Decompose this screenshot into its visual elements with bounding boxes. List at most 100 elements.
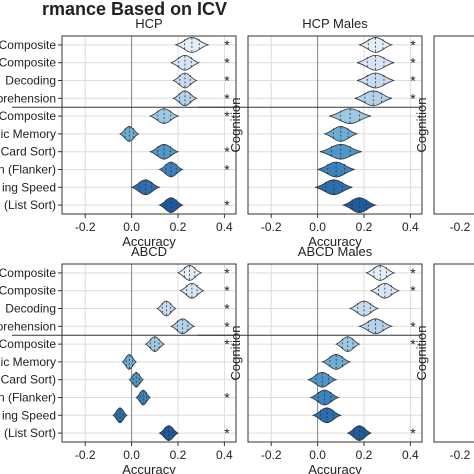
violin-10 bbox=[158, 197, 184, 213]
x-tick-label: 0.2 bbox=[170, 220, 187, 234]
x-tick-label: -0.2 bbox=[261, 448, 282, 462]
significance-star: * bbox=[224, 37, 230, 53]
significance-star: * bbox=[224, 318, 230, 334]
cropped-y-axis-label: Cognition bbox=[414, 326, 429, 381]
row-label: ing Speed bbox=[2, 180, 56, 194]
x-tick-label: -0.2 bbox=[75, 220, 96, 234]
y-axis-label: Cognition bbox=[228, 326, 243, 381]
significance-star: * bbox=[410, 318, 416, 334]
violin-5 bbox=[148, 108, 180, 124]
violin-4 bbox=[169, 318, 196, 335]
significance-star: * bbox=[410, 336, 416, 352]
violin-5 bbox=[144, 336, 165, 352]
panel-title: HCP Males bbox=[302, 16, 368, 31]
row-label: n (Flanker) bbox=[0, 163, 56, 177]
row-label: (List Sort) bbox=[4, 198, 56, 212]
row-label: ic Memory bbox=[1, 127, 56, 141]
x-tick-label: 0.4 bbox=[216, 220, 233, 234]
significance-star: * bbox=[410, 283, 416, 299]
panel-4: ABCD Males*****-0.2 0.0 0.2 0.4AccuracyCogn… bbox=[198, 244, 423, 474]
row-label: orehension bbox=[0, 319, 56, 333]
panel-2: HCP Males****-0.2 0.0 0.2 0.4AccuracyCognit… bbox=[198, 16, 423, 249]
cropped-x-tick-label: -0.2 bbox=[450, 448, 471, 462]
panel-1: HCP********-0.2 0.0 0.2 0.4AccuracyComposit… bbox=[0, 16, 237, 249]
violin-3 bbox=[348, 300, 380, 317]
violin-1 bbox=[357, 37, 394, 53]
significance-star: * bbox=[410, 37, 416, 53]
significance-star: * bbox=[224, 108, 230, 124]
x-axis-label: Accuracy bbox=[122, 462, 176, 474]
violin-1 bbox=[365, 265, 396, 281]
x-tick-label: 0.0 bbox=[309, 220, 326, 234]
violin-10 bbox=[158, 425, 179, 441]
significance-star: * bbox=[410, 73, 416, 89]
violin-8 bbox=[317, 161, 355, 178]
violin-8 bbox=[158, 161, 184, 178]
panel-title: ABCD bbox=[131, 244, 167, 259]
significance-star: * bbox=[224, 144, 230, 160]
x-tick-label: -0.2 bbox=[75, 448, 96, 462]
x-tick-label: 0.4 bbox=[216, 448, 233, 462]
violin-9 bbox=[130, 179, 161, 196]
violin-6 bbox=[320, 354, 352, 370]
cropped-panel-frame bbox=[433, 263, 474, 443]
violin-7 bbox=[319, 143, 362, 160]
significance-star: * bbox=[224, 90, 230, 106]
violin-4 bbox=[357, 318, 394, 335]
row-label: ing Speed bbox=[2, 408, 56, 422]
panel-3: ABCD*******-0.2 0.0 0.2 0.4AccuracyComposit… bbox=[0, 244, 237, 474]
cropped-x-tick-label: -0.2 bbox=[450, 220, 471, 234]
violin-4 bbox=[172, 90, 198, 107]
significance-star: * bbox=[224, 265, 230, 281]
row-label: Decoding bbox=[5, 74, 56, 88]
violin-3 bbox=[156, 300, 177, 317]
row-label: n (Flanker) bbox=[0, 391, 56, 405]
violin-3 bbox=[356, 72, 395, 89]
violin-2 bbox=[369, 282, 401, 299]
violin-2 bbox=[179, 282, 205, 299]
panel-title: HCP bbox=[135, 16, 162, 31]
x-tick-label: 0.2 bbox=[356, 448, 373, 462]
significance-star: * bbox=[224, 197, 230, 213]
row-label: orehension bbox=[0, 91, 56, 105]
x-tick-label: 0.4 bbox=[402, 448, 419, 462]
x-tick-label: 0.2 bbox=[356, 220, 373, 234]
significance-star: * bbox=[410, 55, 416, 71]
significance-star: * bbox=[410, 90, 416, 106]
row-label: Composite bbox=[0, 337, 56, 351]
figure-title: rmance Based on ICV bbox=[42, 0, 227, 19]
violin-10 bbox=[346, 425, 373, 441]
violin-1 bbox=[174, 37, 210, 53]
row-label: (List Sort) bbox=[4, 426, 56, 440]
significance-star: * bbox=[224, 336, 230, 352]
panel-frame bbox=[61, 263, 237, 443]
x-axis-label: Accuracy bbox=[308, 234, 362, 249]
significance-star: * bbox=[224, 55, 230, 71]
violin-2 bbox=[356, 54, 395, 71]
cropped-y-axis-label: Cognition bbox=[414, 98, 429, 153]
cropped-panel-2: Cognition -0.2 bbox=[414, 263, 474, 462]
row-label: Composite bbox=[0, 38, 56, 52]
significance-star: * bbox=[224, 301, 230, 317]
significance-star: * bbox=[224, 73, 230, 89]
x-axis-label: Accuracy bbox=[308, 462, 362, 474]
x-tick-label: 0.4 bbox=[402, 220, 419, 234]
x-tick-label: 0.0 bbox=[123, 220, 140, 234]
x-axis-label: Accuracy bbox=[122, 234, 176, 249]
violin-5 bbox=[329, 108, 372, 124]
x-tick-label: -0.2 bbox=[261, 220, 282, 234]
panel-frame bbox=[247, 263, 423, 443]
violin-7 bbox=[148, 143, 180, 160]
y-axis-label: Cognition bbox=[228, 98, 243, 153]
significance-star: * bbox=[410, 425, 416, 441]
row-label: Card Sort) bbox=[1, 145, 56, 159]
x-tick-label: 0.0 bbox=[309, 448, 326, 462]
significance-star: * bbox=[224, 283, 230, 299]
row-label: Composite bbox=[0, 284, 56, 298]
x-tick-label: 0.0 bbox=[123, 448, 140, 462]
violin-8 bbox=[309, 389, 340, 406]
row-label: Composite bbox=[0, 109, 56, 123]
row-label: Composite bbox=[0, 56, 56, 70]
cropped-panel-1: Cognition -0.2 bbox=[414, 35, 474, 234]
